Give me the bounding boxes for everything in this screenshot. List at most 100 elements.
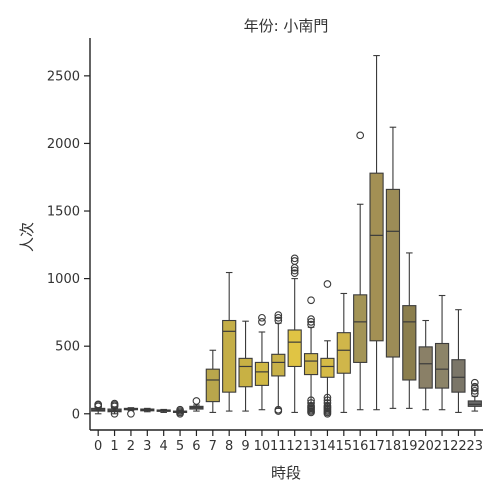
outlier-point — [274, 405, 283, 414]
outlier-point — [470, 382, 479, 391]
x-tick-label: 19 — [401, 439, 418, 454]
x-tick-label: 16 — [352, 439, 369, 454]
box-body — [222, 319, 237, 393]
outlier-point — [470, 386, 479, 395]
box-5 — [172, 405, 188, 418]
x-tick-label: 8 — [225, 439, 233, 454]
outlier-point — [258, 313, 266, 322]
x-tick-label: 20 — [417, 439, 434, 454]
x-tick-label: 22 — [450, 439, 467, 454]
outlier-point — [356, 131, 365, 140]
box-body — [238, 357, 253, 388]
box-11 — [271, 311, 286, 415]
y-tick-label: 0 — [72, 407, 80, 422]
outlier-point — [290, 257, 299, 265]
box-body — [369, 172, 384, 342]
x-tick-label: 6 — [192, 439, 200, 454]
box-18 — [385, 126, 401, 409]
chart-title: 年份: 小南門 — [244, 17, 329, 35]
x-tick-label: 10 — [254, 439, 271, 454]
y-tick-label: 500 — [55, 340, 80, 355]
box-7 — [205, 349, 220, 413]
box-body — [418, 346, 433, 389]
x-tick-label: 4 — [160, 439, 168, 454]
box-15 — [336, 292, 351, 413]
outlier-point — [274, 311, 283, 319]
box-23 — [467, 378, 482, 412]
outlier-point — [323, 401, 332, 410]
box-2 — [123, 407, 139, 418]
x-tick-label: 5 — [176, 439, 184, 454]
outlier-point — [192, 397, 201, 405]
box-22 — [451, 309, 466, 413]
outlier-point — [307, 318, 315, 326]
outlier-point — [323, 396, 332, 405]
boxes — [91, 55, 482, 418]
x-tick-label: 13 — [303, 439, 320, 454]
x-tick-label: 0 — [94, 439, 102, 454]
box-body — [434, 342, 450, 389]
box-9 — [238, 320, 253, 412]
outlier-point — [94, 400, 103, 409]
box-10 — [254, 313, 270, 411]
box-body — [254, 361, 270, 386]
outlier-point — [307, 320, 315, 329]
box-body — [320, 357, 335, 378]
outlier-point — [323, 393, 332, 402]
box-body — [385, 188, 401, 358]
box-13 — [303, 296, 319, 417]
outlier-point — [290, 254, 299, 263]
y-tick-label: 2500 — [47, 69, 80, 84]
box-3 — [140, 407, 155, 413]
box-12 — [287, 254, 302, 413]
box-16 — [353, 131, 368, 411]
y-axis-title: 人次 — [18, 222, 36, 252]
box-4 — [156, 408, 171, 413]
x-axis-title: 時段 — [271, 464, 301, 482]
x-tick-label: 18 — [385, 439, 402, 454]
outlier-point — [127, 409, 135, 418]
outlier-point — [258, 318, 266, 326]
x-tick-label: 7 — [209, 439, 217, 454]
box-8 — [222, 271, 237, 412]
x-tick-label: 11 — [270, 439, 287, 454]
box-17 — [369, 55, 384, 411]
outlier-point — [110, 399, 119, 408]
x-tick-label: 17 — [368, 439, 385, 454]
box-0 — [91, 400, 106, 415]
outlier-point — [307, 399, 315, 407]
outlier-point — [307, 315, 315, 324]
box-body — [451, 359, 466, 393]
y-axis: 0 500 1000 1500 2000 2500 — [47, 38, 91, 430]
box-6 — [189, 397, 204, 412]
box-21 — [434, 294, 450, 411]
x-tick-label: 21 — [434, 439, 451, 454]
y-tick-label: 1000 — [47, 272, 80, 287]
x-tick-label: 14 — [319, 439, 336, 454]
x-tick-label: 3 — [143, 439, 151, 454]
x-tick-label: 12 — [286, 439, 303, 454]
box-body — [336, 332, 351, 374]
x-tick-label: 15 — [336, 439, 353, 454]
x-tick-label: 2 — [127, 439, 135, 454]
x-tick-label: 9 — [241, 439, 249, 454]
outlier-point — [176, 405, 184, 414]
box-body — [205, 368, 220, 403]
outlier-point — [290, 269, 299, 278]
box-20 — [418, 319, 433, 411]
box-19 — [402, 252, 417, 409]
x-tick-label: 1 — [110, 439, 118, 454]
outlier-point — [307, 396, 315, 405]
box-body — [353, 294, 368, 363]
outlier-point — [323, 399, 332, 407]
outlier-point — [274, 316, 283, 325]
box-body — [402, 305, 417, 381]
box-body — [467, 400, 482, 407]
outlier-point — [323, 280, 332, 288]
outlier-point — [290, 266, 299, 275]
box-14 — [320, 280, 335, 418]
outlier-point — [470, 378, 479, 387]
box-body — [287, 329, 302, 368]
